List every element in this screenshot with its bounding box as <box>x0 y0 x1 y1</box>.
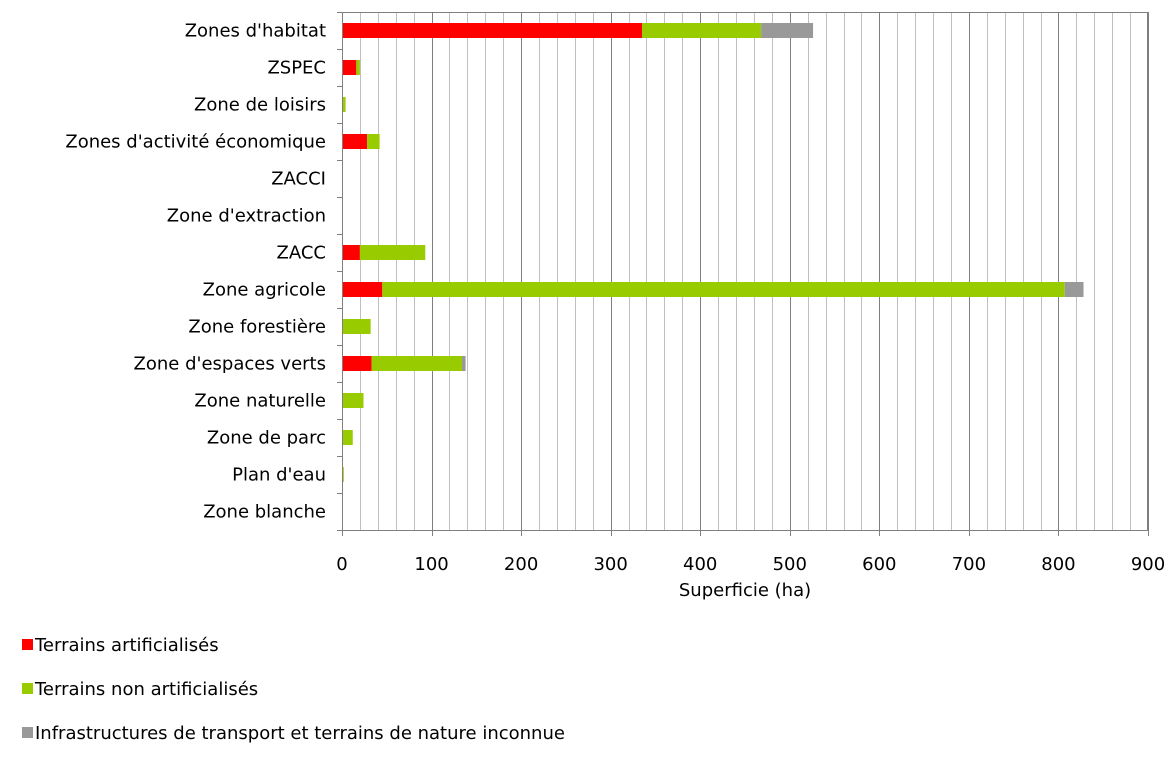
plot-area <box>342 12 1148 530</box>
bar-segment-1 <box>342 60 357 75</box>
category-label: ZACC <box>277 243 326 264</box>
bar-segment-1 <box>342 356 372 371</box>
x-tick-label: 200 <box>504 554 538 575</box>
grid-lines <box>342 12 1149 530</box>
legend-label: Terrains non artificialisés <box>35 679 259 700</box>
category-label: Zone forestière <box>188 317 326 338</box>
category-label: Zone d'espaces verts <box>134 354 326 375</box>
category-label: ZSPEC <box>267 58 326 79</box>
category-label: ZACCI <box>271 169 326 190</box>
category-label: Zone agricole <box>203 280 326 301</box>
bar-segment-3 <box>1064 282 1084 297</box>
x-tick-label: 900 <box>1131 554 1165 575</box>
bar-segment-1 <box>342 23 643 38</box>
x-tick-label: 100 <box>414 554 448 575</box>
category-label: Zone de loisirs <box>194 95 326 116</box>
bar-segment-1 <box>342 134 368 149</box>
legend-swatch <box>22 727 33 738</box>
bar-segment-2 <box>342 393 364 408</box>
bar-segment-2 <box>382 282 1065 297</box>
legend-item: Terrains artificialisés <box>22 636 219 656</box>
bar-segment-2 <box>342 97 346 112</box>
x-tick-label: 700 <box>952 554 986 575</box>
bar-segment-2 <box>356 60 360 75</box>
x-tick-label: 300 <box>593 554 627 575</box>
category-label: Zones d'habitat <box>185 21 326 42</box>
x-tick-label: 500 <box>773 554 807 575</box>
x-tick-label: 0 <box>336 554 347 575</box>
category-label: Plan d'eau <box>232 465 326 486</box>
category-label: Zones d'activité économique <box>65 132 326 153</box>
bar-segment-2 <box>642 23 762 38</box>
legend-label: Terrains artificialisés <box>35 635 219 656</box>
category-label: Zone naturelle <box>194 391 326 412</box>
chart: Zones d'habitat ZSPEC Zone de loisirs Zones… <box>65 12 1165 601</box>
legend-swatch <box>22 683 33 694</box>
bar-segment-2 <box>371 356 463 371</box>
bar-segment-2 <box>342 319 371 334</box>
x-axis-title: Superficie (ha) <box>679 580 811 601</box>
category-labels: Zones d'habitat ZSPEC Zone de loisirs Zones… <box>65 21 326 523</box>
category-label: Zone blanche <box>203 502 326 523</box>
legend-label: Infrastructures de transport et terrains… <box>35 723 565 744</box>
axes <box>337 12 1149 536</box>
tick-labels: 0 100 200 300 400 500 600 700 800 900 <box>336 554 1165 575</box>
x-tick-label: 800 <box>1041 554 1075 575</box>
bar-segment-2 <box>367 134 380 149</box>
legend-swatch <box>22 639 33 650</box>
category-label: Zone de parc <box>207 428 326 449</box>
bar-segment-3 <box>761 23 814 38</box>
bar-segment-2 <box>342 430 353 445</box>
bar-segment-1 <box>342 245 360 260</box>
bar-segment-3 <box>462 356 466 371</box>
x-tick-label: 600 <box>862 554 896 575</box>
bar-segment-2 <box>359 245 426 260</box>
legend-item: Terrains non artificialisés <box>22 680 258 700</box>
x-tick-label: 400 <box>683 554 717 575</box>
bars <box>342 23 1084 482</box>
bar-segment-1 <box>342 282 383 297</box>
category-label: Zone d'extraction <box>167 206 326 227</box>
legend-item: Infrastructures de transport et terrains… <box>22 724 565 744</box>
